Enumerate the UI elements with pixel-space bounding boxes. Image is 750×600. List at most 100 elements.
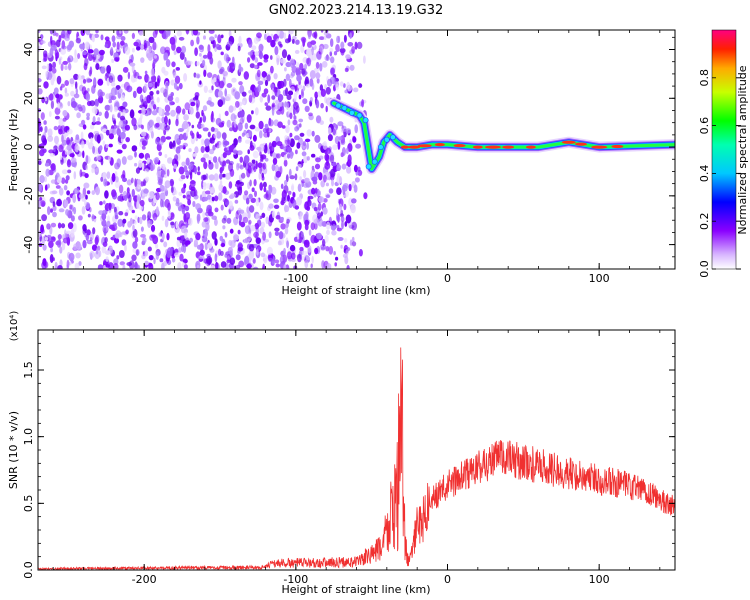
noise-blob [75,88,79,95]
noise-blob [320,180,326,188]
noise-blob [194,189,198,197]
noise-blob [138,30,144,36]
noise-blob [98,111,102,117]
noise-blob [208,148,215,155]
noise-blob [345,147,349,154]
noise-blob [275,104,281,110]
noise-blob [325,154,330,164]
noise-blob [139,199,145,207]
noise-blob [116,149,123,154]
noise-blob [108,75,114,83]
noise-blob [322,207,328,215]
noise-blob [316,232,322,240]
noise-blob [255,237,261,245]
noise-blob [306,48,312,57]
noise-blob [82,124,87,130]
noise-blob [101,212,107,221]
noise-blob [310,234,317,244]
noise-blob [336,227,342,232]
signal-hotspot [417,144,432,148]
colorbar: 0.0 0.2 0.4 0.6 0.8 Normalized spectral ampl… [698,29,749,278]
noise-blob [38,160,42,166]
noise-blob [259,201,264,211]
noise-blob [152,41,157,51]
snr-y-ticks: 0.0 0.5 1.0 1.5 [22,342,675,579]
noise-blob [271,140,277,148]
spectrogram-signal-track [328,97,675,175]
noise-blob [213,77,217,83]
noise-blob [182,108,186,115]
noise-blob [206,182,211,189]
noise-blob [212,156,218,163]
noise-blob [64,92,70,97]
noise-blob [86,112,90,118]
noise-blob [164,218,169,228]
noise-blob [61,242,66,251]
noise-blob [210,126,215,132]
noise-blob [108,99,112,104]
noise-blob [241,91,247,97]
noise-blob [82,51,87,56]
noise-blob [314,187,318,194]
noise-blob [104,237,108,243]
noise-blob [287,119,291,126]
noise-blob [122,264,126,269]
colorbar-tick-label: 0.6 [698,117,711,135]
noise-blob [228,181,233,189]
noise-blob [244,225,251,235]
noise-blob [113,206,117,214]
noise-blob [311,255,314,264]
noise-blob [122,218,127,224]
noise-blob [254,127,261,132]
snr-y-multiplier: (x10⁴) [9,311,20,342]
noise-blob [279,255,286,264]
noise-blob [243,155,250,164]
noise-blob [222,186,227,194]
noise-blob [57,234,62,240]
noise-blob [238,63,242,73]
noise-blob [258,120,264,130]
noise-blob [323,31,329,36]
noise-blob [237,138,242,143]
noise-blob [327,78,333,87]
noise-blob [118,120,124,128]
noise-blob [128,194,132,203]
colorbar-label: Normalized spectral amplitude [736,65,749,234]
noise-blob [306,156,310,161]
y-tick-label: 0.0 [22,561,35,579]
noise-blob [47,206,51,216]
noise-blob [280,216,284,221]
noise-blob [249,124,256,130]
noise-blob [97,78,104,86]
noise-blob [67,169,72,174]
noise-blob [129,217,133,226]
y-tick-label: 1.5 [22,361,35,379]
noise-blob [195,232,201,241]
noise-blob [222,225,226,230]
noise-blob [254,57,259,63]
noise-blob [256,69,261,78]
noise-blob [120,36,126,41]
noise-blob [133,41,139,47]
noise-blob [349,239,353,246]
noise-blob [251,187,255,192]
noise-blob [72,194,77,203]
noise-blob [169,99,173,106]
noise-blob [141,214,147,221]
noise-blob [328,127,332,135]
noise-blob [122,101,128,108]
noise-blob [48,240,54,249]
noise-blob [141,98,145,107]
noise-blob [285,61,292,68]
colorbar-ticks: 0.0 0.2 0.4 0.6 0.8 [698,69,741,278]
noise-blob [295,39,300,45]
noise-blob [93,105,98,115]
noise-blob [337,121,344,127]
noise-blob [176,236,181,241]
noise-blob [53,125,58,131]
noise-blob [152,30,158,38]
noise-blob [238,260,245,268]
noise-blob [174,75,181,85]
noise-blob [249,144,255,151]
noise-blob [211,186,215,194]
